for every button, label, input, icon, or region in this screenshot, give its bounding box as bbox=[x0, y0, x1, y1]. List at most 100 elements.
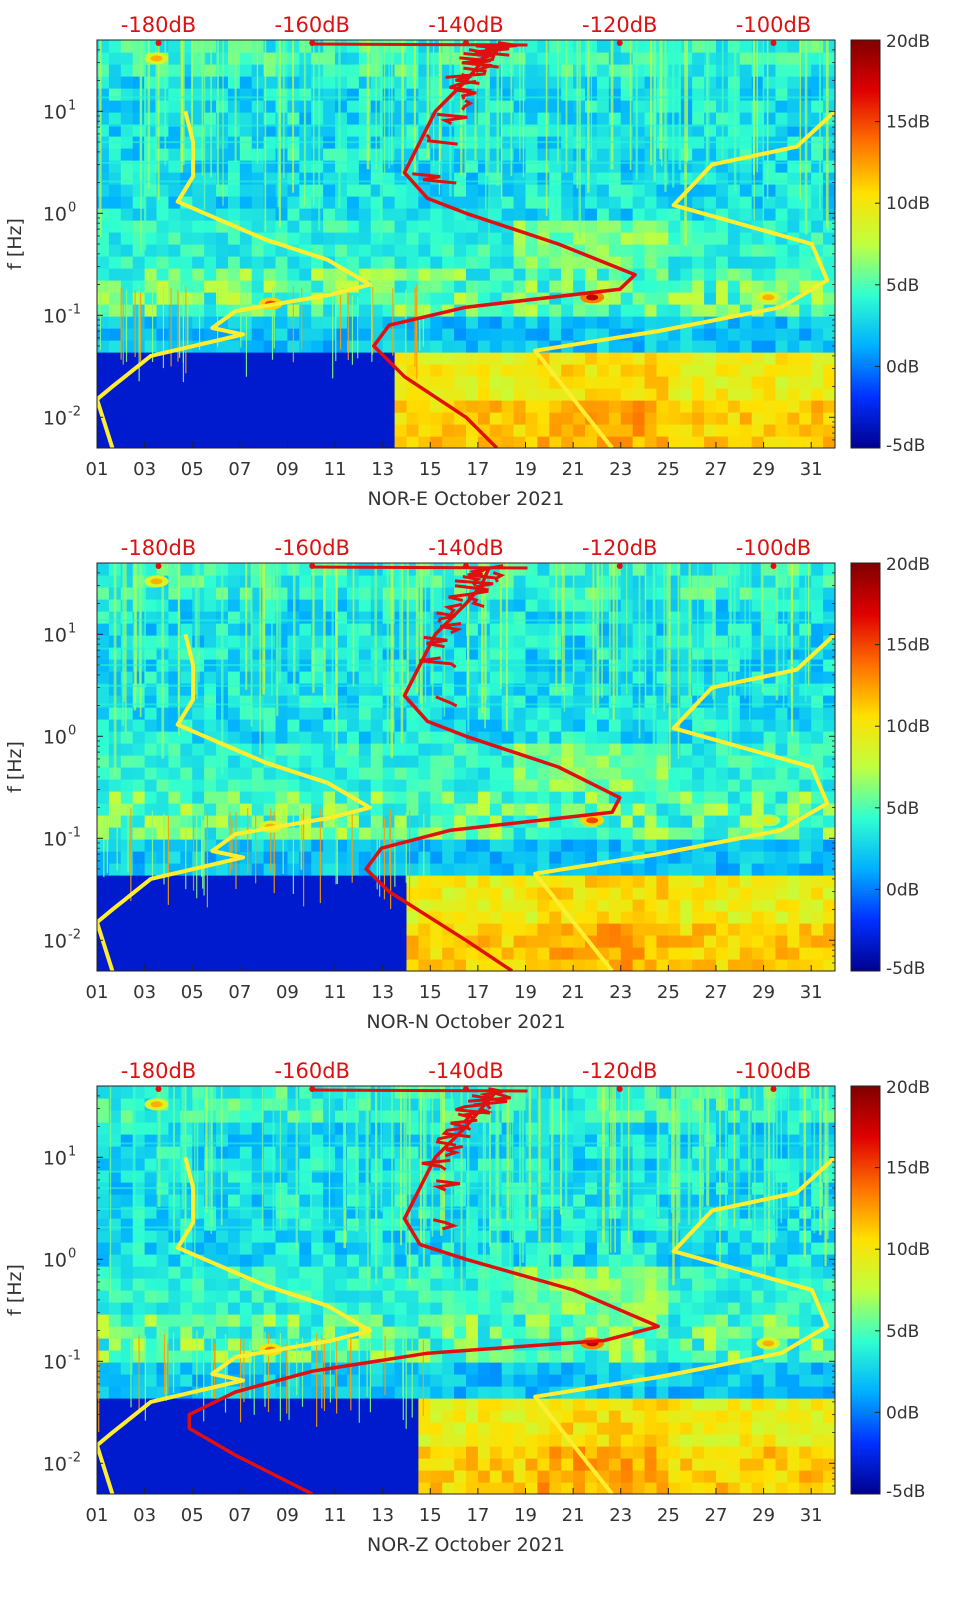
y-tick-exponent: 1 bbox=[68, 1144, 76, 1159]
y-tick-exponent: -1 bbox=[68, 825, 81, 840]
x-tick-label: 03 bbox=[133, 1505, 156, 1526]
y-tick-label: 10 bbox=[43, 930, 67, 952]
x-tick-label: 31 bbox=[800, 982, 823, 1003]
y-tick-exponent: 0 bbox=[68, 723, 76, 738]
x-tick-label: 29 bbox=[752, 982, 775, 1003]
top-axis-label: -100dB bbox=[736, 1059, 811, 1083]
y-axis-label: f [Hz] bbox=[4, 218, 26, 270]
top-axis-tick bbox=[309, 40, 315, 46]
top-axis-label: -100dB bbox=[736, 13, 811, 37]
top-axis-label: -180dB bbox=[121, 1059, 196, 1083]
colorbar-tick-label: 5dB bbox=[886, 1322, 919, 1342]
colorbar-tick-label: 15dB bbox=[886, 113, 930, 133]
x-tick-label: 29 bbox=[752, 1505, 775, 1526]
x-tick-label: 21 bbox=[562, 459, 585, 480]
x-tick-label: 11 bbox=[324, 1505, 347, 1526]
top-axis-label: -140dB bbox=[428, 13, 503, 37]
x-tick-label: 07 bbox=[228, 982, 251, 1003]
x-tick-label: 01 bbox=[86, 982, 109, 1003]
x-tick-label: 31 bbox=[800, 1505, 823, 1526]
y-tick-exponent: -2 bbox=[68, 404, 81, 419]
top-axis-tick bbox=[463, 1086, 469, 1092]
y-tick-label: 10 bbox=[43, 305, 67, 327]
x-tick-label: 01 bbox=[86, 459, 109, 480]
x-tick-label: 21 bbox=[562, 1505, 585, 1526]
top-axis-label: -160dB bbox=[275, 13, 350, 37]
colorbar-tick-label: 20dB bbox=[886, 32, 930, 52]
x-tick-label: 13 bbox=[371, 982, 394, 1003]
top-axis-tick bbox=[156, 40, 162, 46]
y-tick-exponent: 0 bbox=[68, 1246, 76, 1261]
top-axis-label: -100dB bbox=[736, 536, 811, 560]
x-tick-label: 17 bbox=[466, 1505, 489, 1526]
colorbar-tick-label: -5dB bbox=[886, 959, 925, 979]
y-tick-label: 10 bbox=[43, 726, 67, 748]
top-axis-tick bbox=[771, 563, 777, 569]
x-tick-label: 17 bbox=[466, 459, 489, 480]
y-tick-label: 10 bbox=[43, 203, 67, 225]
spectrogram-image bbox=[97, 563, 836, 972]
noise-psd-top-segment bbox=[312, 1090, 527, 1091]
x-axis-label: NOR-E October 2021 bbox=[368, 488, 565, 510]
x-tick-label: 03 bbox=[133, 459, 156, 480]
top-axis-label: -120dB bbox=[582, 536, 657, 560]
y-axis-label: f [Hz] bbox=[4, 1264, 26, 1316]
top-axis-label: -140dB bbox=[428, 536, 503, 560]
top-axis-label: -120dB bbox=[582, 13, 657, 37]
y-tick-label: 10 bbox=[43, 1147, 67, 1169]
top-axis-tick bbox=[463, 40, 469, 46]
x-tick-label: 05 bbox=[181, 1505, 204, 1526]
x-tick-label: 07 bbox=[228, 1505, 251, 1526]
x-tick-label: 21 bbox=[562, 982, 585, 1003]
x-tick-label: 27 bbox=[705, 982, 728, 1003]
top-axis-tick bbox=[617, 40, 623, 46]
x-tick-label: 13 bbox=[371, 459, 394, 480]
y-tick-label: 10 bbox=[43, 407, 67, 429]
top-axis-label: -180dB bbox=[121, 13, 196, 37]
top-axis-tick bbox=[156, 1086, 162, 1092]
y-tick-label: 10 bbox=[43, 1351, 67, 1373]
top-axis-tick bbox=[771, 40, 777, 46]
y-tick-label: 10 bbox=[43, 828, 67, 850]
colorbar-tick-label: 0dB bbox=[886, 1403, 919, 1423]
y-tick-exponent: -1 bbox=[68, 302, 81, 317]
x-tick-label: 23 bbox=[609, 459, 632, 480]
x-tick-label: 07 bbox=[228, 459, 251, 480]
top-axis-tick bbox=[617, 1086, 623, 1092]
top-axis-tick bbox=[617, 563, 623, 569]
y-tick-exponent: -1 bbox=[68, 1348, 81, 1363]
colorbar bbox=[851, 1086, 880, 1494]
x-tick-label: 27 bbox=[705, 459, 728, 480]
x-tick-label: 19 bbox=[514, 982, 537, 1003]
x-tick-label: 17 bbox=[466, 982, 489, 1003]
noise-psd-top-segment bbox=[312, 44, 527, 45]
top-axis-tick bbox=[309, 563, 315, 569]
top-axis-label: -160dB bbox=[275, 1059, 350, 1083]
x-tick-label: 15 bbox=[419, 982, 442, 1003]
colorbar-tick-label: 15dB bbox=[886, 1159, 930, 1179]
x-tick-label: 05 bbox=[181, 459, 204, 480]
noise-psd-top-segment bbox=[312, 567, 527, 568]
y-tick-exponent: -2 bbox=[68, 1450, 81, 1465]
y-axis-label: f [Hz] bbox=[4, 741, 26, 793]
colorbar-tick-label: 5dB bbox=[886, 276, 919, 296]
y-tick-label: 10 bbox=[43, 1249, 67, 1271]
x-tick-label: 03 bbox=[133, 982, 156, 1003]
x-tick-label: 15 bbox=[419, 1505, 442, 1526]
top-axis-label: -140dB bbox=[428, 1059, 503, 1083]
x-tick-label: 13 bbox=[371, 1505, 394, 1526]
x-tick-label: 01 bbox=[86, 1505, 109, 1526]
top-axis-tick bbox=[771, 1086, 777, 1092]
colorbar-tick-label: 10dB bbox=[886, 194, 930, 214]
colorbar bbox=[851, 563, 880, 971]
x-tick-label: 25 bbox=[657, 982, 680, 1003]
x-tick-label: 11 bbox=[324, 982, 347, 1003]
colorbar-tick-label: 20dB bbox=[886, 1078, 930, 1098]
top-axis-label: -160dB bbox=[275, 536, 350, 560]
x-tick-label: 11 bbox=[324, 459, 347, 480]
x-tick-label: 15 bbox=[419, 459, 442, 480]
